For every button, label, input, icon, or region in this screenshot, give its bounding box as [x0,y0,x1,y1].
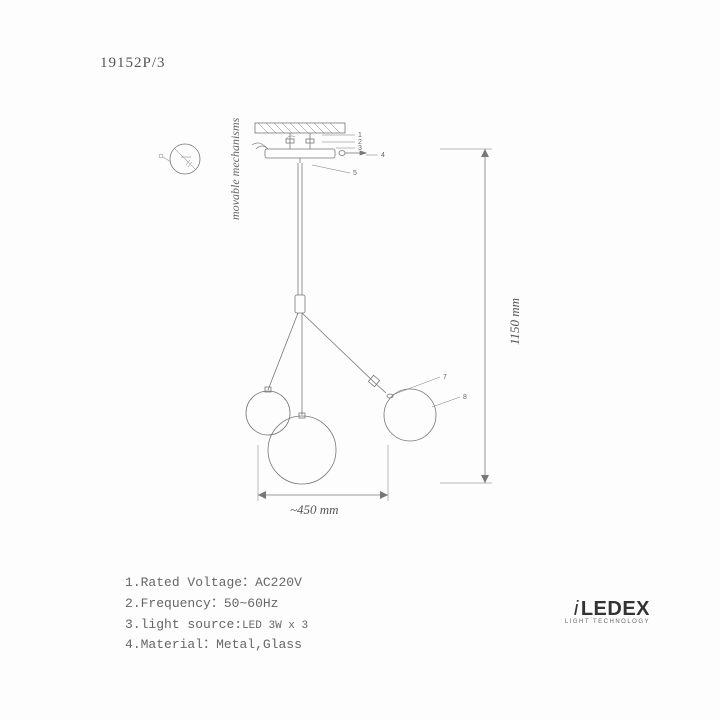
spec-num: 2 [125,596,133,611]
spec-list: 1.Rated Voltage：AC220V 2.Frequency：50~60… [125,573,308,656]
svg-text:4: 4 [381,152,385,159]
spec-num: 4 [125,637,133,652]
logo-main: iLEDEX [565,598,650,621]
spec-label: Frequency [141,596,211,611]
logo-prefix: i [574,598,579,620]
spec-value: 50~60Hz [224,596,279,611]
spec-num: 3 [125,617,133,632]
spec-row-material: 4.Material：Metal,Glass [125,635,308,656]
spec-row-voltage: 1.Rated Voltage：AC220V [125,573,308,594]
movable-mechanisms-label: movable mechanisms [228,118,243,220]
svg-text:7: 7 [443,374,447,381]
svg-text:1: 1 [358,132,362,139]
page-container: 19152P/3 [0,0,720,720]
width-dimension-label: ~450 mm [290,502,339,518]
spec-row-light-source: 3.light source:LED 3W x 3 [125,615,308,636]
svg-text:3: 3 [358,145,362,152]
svg-text:5: 5 [353,170,357,177]
brand-logo: iLEDEX LIGHT TECHNOLOGY [565,598,650,625]
spec-num: 1 [125,575,133,590]
spec-value: LED 3W x 3 [242,620,308,632]
logo-tagline: LIGHT TECHNOLOGY [565,619,650,625]
model-number: 19152P/3 [100,55,166,72]
height-dimension-label: 1150 mm [507,298,523,345]
svg-text:8: 8 [463,394,467,401]
spec-label: Material [141,637,203,652]
spec-value: Metal,Glass [216,637,302,652]
logo-text: LEDEX [581,598,650,620]
spec-row-frequency: 2.Frequency：50~60Hz [125,594,308,615]
spec-value: AC220V [255,575,302,590]
spec-label: Rated Voltage [141,575,242,590]
spec-label: light source [141,617,235,632]
